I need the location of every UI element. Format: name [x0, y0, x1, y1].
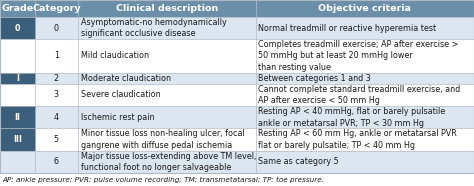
Text: Clinical description: Clinical description [116, 4, 218, 13]
Text: 3: 3 [54, 91, 59, 100]
Bar [0, 106, 35, 128]
Bar [35, 39, 78, 73]
Bar [256, 39, 474, 73]
Text: 0: 0 [15, 24, 20, 33]
Text: Moderate claudication: Moderate claudication [81, 74, 171, 83]
Text: Resting AP < 60 mm Hg, ankle or metatarsal PVR
flat or barely pulsatile; TP < 40: Resting AP < 60 mm Hg, ankle or metatars… [258, 129, 457, 150]
Text: 1: 1 [54, 52, 59, 60]
Bar [0, 73, 35, 84]
Text: Major tissue loss-extending above TM level,
functional foot no longer salvageabl: Major tissue loss-extending above TM lev… [81, 152, 256, 172]
Bar [35, 128, 78, 151]
Text: Completes treadmill exercise; AP after exercise >
50 mmHg but at least 20 mmHg l: Completes treadmill exercise; AP after e… [258, 40, 459, 72]
Bar [256, 84, 474, 106]
Bar [256, 0, 474, 17]
Bar [0, 39, 35, 73]
Bar [0, 17, 35, 39]
Bar [78, 39, 256, 73]
Bar [256, 106, 474, 128]
Bar [78, 151, 256, 173]
Text: Objective criteria: Objective criteria [319, 4, 411, 13]
Text: Minor tissue loss non-healing ulcer, focal
gangrene with diffuse pedal ischemia: Minor tissue loss non-healing ulcer, foc… [81, 129, 245, 150]
Text: Grade: Grade [1, 4, 33, 13]
Bar [35, 73, 78, 84]
Text: 4: 4 [54, 113, 59, 122]
Bar [78, 17, 256, 39]
Bar [0, 84, 35, 106]
Bar [35, 0, 78, 17]
Text: III: III [13, 135, 22, 144]
Text: Ischemic rest pain: Ischemic rest pain [81, 113, 154, 122]
Text: Resting AP < 40 mmHg, flat or barely pulsatile
ankle or metatarsal PVR; TP < 30 : Resting AP < 40 mmHg, flat or barely pul… [258, 107, 446, 128]
Bar [256, 73, 474, 84]
Bar [35, 151, 78, 173]
Text: Between categories 1 and 3: Between categories 1 and 3 [258, 74, 371, 83]
Text: Normal treadmill or reactive hyperemia test: Normal treadmill or reactive hyperemia t… [258, 24, 437, 33]
Bar [256, 151, 474, 173]
Text: I: I [16, 74, 19, 83]
Text: AP: ankle pressure; PVR: pulse volume recording; TM: transmetatarsal; TP: toe pr: AP: ankle pressure; PVR: pulse volume re… [2, 177, 324, 182]
Text: Mild claudication: Mild claudication [81, 52, 149, 60]
Bar [256, 128, 474, 151]
Bar [78, 128, 256, 151]
Text: 6: 6 [54, 157, 59, 166]
Bar [78, 106, 256, 128]
Bar [78, 0, 256, 17]
Bar [0, 128, 35, 151]
Text: Asymptomatic-no hemodynamically
significant occlusive disease: Asymptomatic-no hemodynamically signific… [81, 18, 227, 38]
Bar [35, 84, 78, 106]
Bar [35, 17, 78, 39]
Text: Severe claudication: Severe claudication [81, 91, 160, 100]
Bar [35, 106, 78, 128]
Bar [256, 17, 474, 39]
Bar [0, 151, 35, 173]
Text: II: II [14, 113, 20, 122]
Text: Same as category 5: Same as category 5 [258, 157, 339, 166]
Bar [0, 128, 35, 151]
Text: 5: 5 [54, 135, 59, 144]
Bar [0, 17, 35, 39]
Bar [0, 73, 35, 84]
Bar [0, 106, 35, 128]
Text: 2: 2 [54, 74, 59, 83]
Text: 0: 0 [54, 24, 59, 33]
Text: Category: Category [32, 4, 81, 13]
Bar [0, 0, 35, 17]
Text: Cannot complete standard treadmill exercise, and
AP after exercise < 50 mm Hg: Cannot complete standard treadmill exerc… [258, 85, 461, 105]
Bar [78, 73, 256, 84]
Bar [78, 84, 256, 106]
